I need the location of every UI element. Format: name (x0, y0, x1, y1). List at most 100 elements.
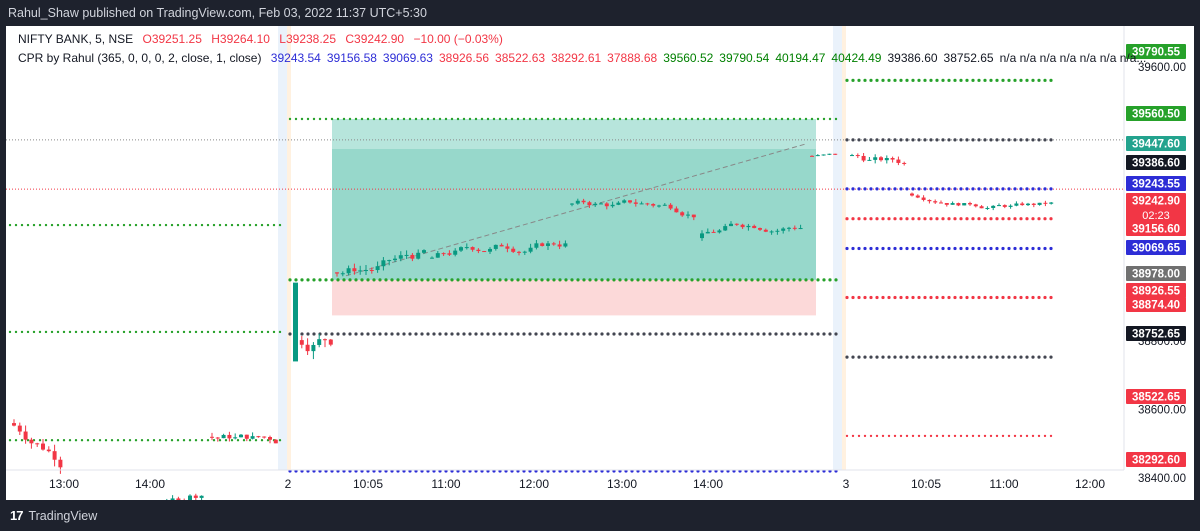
candle[interactable] (890, 158, 895, 160)
candle[interactable] (387, 260, 392, 262)
candle[interactable] (398, 255, 403, 259)
candle[interactable] (364, 270, 368, 272)
candle[interactable] (879, 157, 883, 161)
candle[interactable] (262, 436, 267, 438)
candle[interactable] (746, 225, 751, 228)
price-badge-green[interactable] (1126, 44, 1186, 59)
candle[interactable] (680, 212, 685, 216)
candle[interactable] (827, 153, 832, 155)
candle[interactable] (505, 246, 510, 249)
price-badge-gray[interactable] (1126, 266, 1186, 281)
candle[interactable] (717, 230, 722, 233)
candle[interactable] (221, 434, 226, 439)
position-loss-zone[interactable] (332, 279, 816, 316)
candle[interactable] (1026, 203, 1030, 206)
candle[interactable] (176, 498, 181, 500)
candle[interactable] (570, 203, 574, 205)
candle[interactable] (459, 247, 463, 251)
candle[interactable] (734, 223, 739, 225)
candle[interactable] (441, 253, 446, 255)
chart-frame[interactable]: 13:00 14:00 2 10:05 11:00 12:00 13:00 14:00 3 10:… (6, 26, 1194, 500)
candle[interactable] (317, 339, 322, 345)
candle[interactable] (740, 224, 745, 228)
candle[interactable] (668, 204, 673, 209)
candle[interactable] (268, 436, 272, 440)
candle[interactable] (404, 254, 409, 256)
candle[interactable] (488, 248, 492, 252)
candle[interactable] (775, 230, 780, 232)
candle[interactable] (674, 208, 679, 213)
candle[interactable] (499, 244, 504, 247)
candle[interactable] (551, 243, 556, 245)
price-chart[interactable]: 13:00 14:00 2 10:05 11:00 12:00 13:00 14:00 3 10:… (6, 26, 1194, 500)
candle[interactable] (575, 200, 580, 204)
price-badge-dark[interactable] (1126, 326, 1186, 341)
candle[interactable] (435, 253, 440, 258)
price-badge-red[interactable] (1126, 297, 1186, 312)
candle[interactable] (381, 260, 386, 267)
candle[interactable] (973, 204, 978, 207)
candle[interactable] (23, 431, 28, 440)
candle[interactable] (1014, 203, 1019, 206)
candle[interactable] (1049, 202, 1054, 204)
candle[interactable] (210, 436, 214, 438)
candle[interactable] (470, 247, 475, 250)
candle[interactable] (610, 204, 615, 207)
candle[interactable] (939, 202, 943, 204)
candle[interactable] (1008, 205, 1013, 207)
candle[interactable] (476, 249, 481, 252)
candle[interactable] (587, 202, 592, 206)
candle[interactable] (464, 247, 469, 249)
candle[interactable] (46, 449, 51, 452)
candle[interactable] (522, 251, 527, 253)
candle[interactable] (792, 227, 797, 229)
candle[interactable] (581, 200, 586, 203)
candle[interactable] (557, 244, 562, 247)
candle[interactable] (645, 203, 650, 205)
candle[interactable] (17, 425, 22, 432)
candle[interactable] (815, 155, 820, 157)
candle[interactable] (752, 225, 757, 229)
candle[interactable] (346, 268, 351, 274)
candle[interactable] (540, 243, 545, 246)
price-badge-red[interactable] (1126, 283, 1186, 298)
price-badge-blue[interactable] (1126, 240, 1186, 255)
candle[interactable] (358, 270, 363, 272)
candle[interactable] (311, 344, 316, 352)
candle[interactable] (968, 203, 972, 205)
candle[interactable] (493, 244, 498, 249)
candle[interactable] (781, 228, 786, 231)
candle[interactable] (599, 203, 603, 205)
candle[interactable] (1043, 202, 1048, 204)
candle[interactable] (997, 205, 1001, 207)
candle[interactable] (1037, 202, 1042, 205)
candle[interactable] (787, 227, 791, 229)
candle[interactable] (651, 203, 656, 206)
candle[interactable] (700, 233, 704, 239)
candle[interactable] (950, 203, 955, 205)
candle[interactable] (991, 205, 996, 208)
candle[interactable] (199, 495, 204, 498)
candle[interactable] (810, 155, 814, 157)
candle[interactable] (884, 158, 889, 161)
candle[interactable] (1020, 203, 1025, 206)
candle[interactable] (1031, 203, 1036, 205)
candle[interactable] (985, 207, 990, 209)
candle[interactable] (41, 443, 45, 450)
candle[interactable] (604, 203, 609, 207)
symbol-label[interactable]: NIFTY BANK, 5, NSE (18, 32, 134, 46)
candle[interactable] (239, 434, 243, 438)
candle[interactable] (422, 250, 426, 253)
candle[interactable] (873, 157, 878, 160)
candle[interactable] (662, 204, 667, 206)
candle[interactable] (12, 423, 16, 426)
candle[interactable] (979, 206, 984, 209)
candle[interactable] (657, 205, 661, 207)
candle[interactable] (305, 344, 310, 352)
candle[interactable] (369, 270, 374, 272)
candle[interactable] (328, 339, 333, 345)
candle[interactable] (528, 247, 533, 252)
candle[interactable] (763, 229, 768, 232)
candle[interactable] (511, 248, 516, 252)
candle[interactable] (910, 193, 914, 196)
